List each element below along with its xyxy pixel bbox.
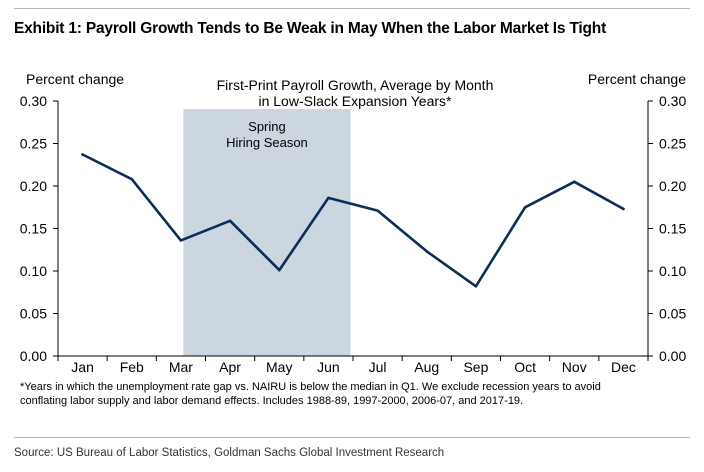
x-tick-label: Dec <box>611 359 636 375</box>
data-point <box>474 285 478 288</box>
x-tick-label: Aug <box>414 359 439 375</box>
x-tick-label: Feb <box>120 359 144 375</box>
series-line <box>81 153 625 288</box>
exhibit-title: Exhibit 1: Payroll Growth Tends to Be We… <box>14 20 607 37</box>
chart-title-line-2: in Low-Slack Expansion Years* <box>258 93 452 109</box>
y-axis-title-right: Percent change <box>588 71 686 87</box>
y-tick-label-left: 0.25 <box>20 136 47 152</box>
shaded-region <box>183 109 351 356</box>
x-tick-label: Apr <box>219 359 241 375</box>
bottom-rule <box>14 437 690 438</box>
shaded-region-label-1: Spring <box>248 119 286 134</box>
x-tick-label: Mar <box>169 359 193 375</box>
chart-title-line-1: First-Print Payroll Growth, Average by M… <box>217 77 494 93</box>
x-tick-label: May <box>266 359 292 375</box>
y-tick-label-right: 0.15 <box>659 221 686 237</box>
data-point <box>376 209 379 212</box>
y-tick-label-right: 0.10 <box>659 263 686 279</box>
y-tick-label-left: 0.05 <box>20 306 47 322</box>
y-tick-label-left: 0.00 <box>20 348 47 364</box>
x-tick-label: Jan <box>71 359 94 375</box>
y-tick-label-left: 0.10 <box>20 263 47 279</box>
footnote-line-2: conflating labor supply and labor demand… <box>20 395 524 407</box>
y-tick-label-right: 0.30 <box>659 93 686 109</box>
data-point <box>130 177 134 181</box>
data-point <box>327 196 330 200</box>
source-note: Source: US Bureau of Labor Statistics, G… <box>14 447 445 459</box>
y-tick-label-left: 0.15 <box>20 221 47 237</box>
y-tick-label-right: 0.05 <box>659 306 686 322</box>
data-point <box>523 205 527 209</box>
x-tick-label: Jun <box>317 359 340 375</box>
top-rule <box>14 8 690 9</box>
data-point <box>425 250 429 253</box>
data-point <box>81 153 84 156</box>
footnote-line-1: *Years in which the unemployment rate ga… <box>20 381 601 393</box>
y-tick-label-right: 0.25 <box>659 136 686 152</box>
x-tick-label: Jul <box>369 359 387 375</box>
y-tick-label-left: 0.20 <box>20 178 47 194</box>
data-point <box>277 268 281 272</box>
data-point <box>228 219 232 223</box>
data-point <box>179 239 183 242</box>
y-axis-title-left: Percent change <box>26 71 124 87</box>
data-point <box>572 180 576 184</box>
y-tick-label-right: 0.00 <box>659 348 686 364</box>
shaded-region-label-2: Hiring Season <box>226 135 308 150</box>
data-point <box>622 207 625 211</box>
x-tick-label: Nov <box>562 359 587 375</box>
x-tick-label: Oct <box>514 359 536 375</box>
y-tick-label-right: 0.20 <box>659 178 686 194</box>
y-tick-label-left: 0.30 <box>20 93 47 109</box>
x-tick-label: Sep <box>463 359 488 375</box>
footnote: *Years in which the unemployment rate ga… <box>20 380 680 408</box>
